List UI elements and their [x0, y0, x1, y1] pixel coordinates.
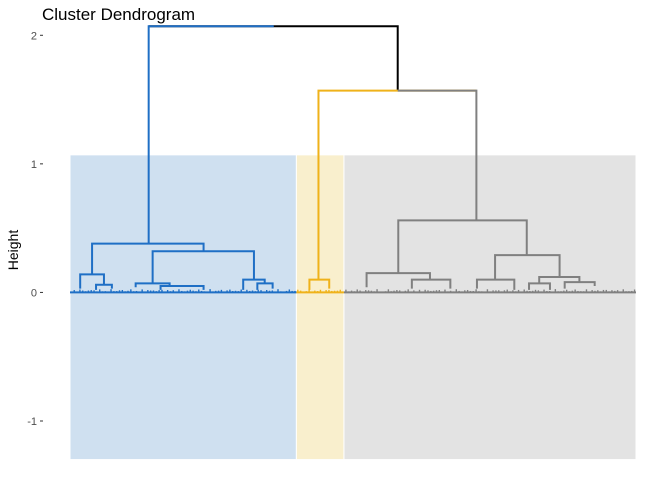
cluster-3-rectangle: [343, 154, 637, 461]
dendrogram-merge-16: [494, 254, 561, 280]
dendrogram-merge-5: [151, 250, 255, 284]
y-tick-label: 2: [31, 30, 37, 42]
dendrogram-merge-19: [528, 282, 551, 290]
dendrogram-merge-8: [134, 282, 171, 288]
cluster-1-rectangle: [69, 154, 297, 461]
dendrogram-merge-4: [91, 242, 205, 275]
dendrogram-merge-12: [308, 278, 331, 290]
dendrogram-merge-7: [95, 283, 113, 290]
dendrogram-merge-15: [410, 278, 452, 289]
dendrogram-merge-17: [475, 278, 516, 290]
y-axis-label: Height: [5, 230, 21, 271]
dendrogram-merge-18: [538, 276, 581, 284]
dendrogram-branches: [79, 25, 596, 290]
dendrogram-merge-6: [79, 273, 105, 289]
dendrogram-merge-0: [148, 25, 399, 91]
dendrogram-merge-14: [365, 272, 431, 288]
cluster-rectangles: [69, 154, 637, 461]
cluster-2-rectangle: [295, 154, 345, 461]
dendrogram-merge-13: [397, 219, 528, 274]
y-axis-ticks: 2 1 0 -1: [27, 30, 43, 428]
chart-title: Cluster Dendrogram: [42, 5, 195, 24]
y-tick-label: -1: [27, 416, 37, 428]
dendrogram-leaves: [70, 289, 636, 294]
dendrogram-merge-3: [397, 89, 478, 221]
dendrogram-merge-20: [563, 281, 596, 289]
dendrogram-merge-10: [242, 278, 266, 290]
dendrogram-merge-11: [256, 282, 274, 290]
y-tick-label: 0: [31, 287, 37, 299]
dendrogram-merge-9: [159, 285, 205, 290]
y-tick-label: 1: [31, 159, 37, 171]
dendrogram-merge-1: [147, 25, 274, 244]
